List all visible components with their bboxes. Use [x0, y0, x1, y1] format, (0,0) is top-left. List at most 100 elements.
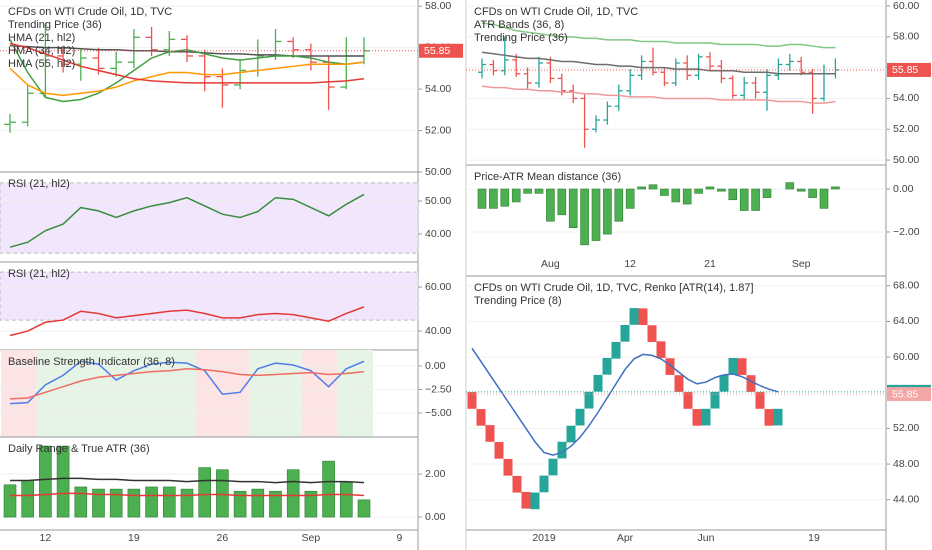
zone — [71, 350, 90, 437]
brick — [548, 458, 558, 476]
series-line — [9, 42, 365, 84]
series-line — [481, 22, 836, 49]
bar — [603, 188, 612, 235]
bar — [39, 445, 52, 518]
zone — [284, 350, 303, 437]
bar — [591, 188, 601, 241]
brick — [737, 358, 747, 375]
brick — [710, 391, 720, 409]
x-tick-label: Aug — [541, 258, 560, 270]
panel-title: CFDs on WTI Crude Oil, 1D, TVC — [474, 6, 638, 18]
brick — [566, 425, 576, 443]
zone — [231, 350, 250, 437]
y-tick-label: 0.00 — [893, 183, 914, 195]
bar — [546, 188, 555, 222]
bar — [819, 188, 829, 209]
zone — [195, 350, 214, 437]
bar — [751, 188, 760, 211]
y-tick-label: 68.00 — [893, 280, 919, 292]
bar — [92, 488, 105, 518]
bar — [3, 484, 17, 518]
zone — [1, 350, 19, 437]
brick — [530, 492, 540, 510]
bar — [322, 460, 335, 518]
series-line — [9, 44, 364, 57]
brick — [719, 374, 729, 392]
price-tag-label: 55.85 — [424, 45, 450, 57]
x-tick-label: Sep — [302, 532, 321, 544]
y-tick-label: 52.00 — [893, 123, 919, 135]
brick — [665, 358, 675, 375]
bar — [637, 186, 646, 190]
brick — [584, 391, 594, 409]
zone — [124, 350, 143, 437]
bar — [739, 188, 749, 211]
brick — [575, 408, 585, 426]
zone — [160, 350, 179, 437]
zone — [355, 350, 373, 437]
bar — [534, 188, 544, 194]
brick — [494, 442, 504, 459]
brick — [638, 308, 648, 326]
bar — [233, 490, 247, 518]
panel-title: Baseline Strength Indicator (36, 8) — [8, 356, 175, 368]
brick — [746, 375, 756, 392]
x-tick-label: 12 — [40, 532, 52, 544]
bar — [831, 186, 840, 190]
x-tick-label: 21 — [704, 258, 716, 270]
brick — [476, 409, 486, 426]
zone — [301, 350, 320, 437]
zone — [107, 350, 126, 437]
zone — [248, 350, 267, 437]
bar — [339, 482, 353, 518]
zone — [36, 350, 55, 437]
bar — [145, 486, 158, 518]
x-tick-label: Apr — [617, 532, 634, 544]
bar — [56, 445, 70, 518]
y-tick-label: 52.00 — [425, 124, 451, 136]
bar — [74, 486, 88, 518]
series-line — [9, 306, 365, 337]
zone — [178, 350, 196, 437]
x-tick-label: 2019 — [532, 532, 556, 544]
bar — [682, 188, 692, 205]
series-line — [9, 193, 365, 248]
bar — [762, 188, 772, 198]
brick — [611, 341, 621, 359]
series-line — [9, 61, 365, 97]
x-tick-label: 19 — [128, 532, 140, 544]
bar — [694, 188, 703, 194]
brick — [647, 325, 657, 342]
y-tick-label: 50.00 — [893, 154, 919, 166]
legend-entry: Trending Price (36) — [474, 32, 568, 44]
panel-title: Daily Range & True ATR (36) — [8, 443, 150, 455]
bar — [728, 188, 738, 201]
brick — [485, 425, 495, 442]
y-tick-label: 52.00 — [893, 422, 919, 434]
brick — [539, 475, 549, 493]
y-tick-label: 54.00 — [893, 92, 919, 104]
series-line — [471, 347, 779, 456]
legend-entry: HMA (34, hl2) — [8, 45, 75, 57]
panel-title: RSI (21, hl2) — [8, 268, 70, 280]
series-line — [10, 477, 365, 484]
zone — [89, 350, 108, 437]
brick — [503, 458, 513, 476]
panel-title: Price-ATR Mean distance (36) — [474, 171, 621, 183]
legend-entry: HMA (21, hl2) — [8, 32, 75, 44]
brick — [701, 408, 711, 426]
series-line — [9, 368, 365, 400]
y-tick-label: 50.00 — [425, 195, 451, 207]
y-tick-label: −2.50 — [425, 383, 452, 395]
y-tick-label: 2.00 — [425, 468, 446, 480]
panel-title: CFDs on WTI Crude Oil, 1D, TVC, Renko [A… — [474, 282, 754, 294]
x-tick-label: Jun — [698, 532, 715, 544]
y-tick-label: −2.00 — [893, 226, 920, 238]
y-tick-label: 50.00 — [425, 166, 451, 178]
y-tick-label: 0.00 — [425, 511, 446, 523]
legend-entry: Trending Price (36) — [8, 19, 102, 31]
brick — [512, 475, 522, 493]
brick — [656, 341, 666, 358]
x-tick-label: 12 — [624, 258, 636, 270]
x-tick-label: Sep — [792, 258, 811, 270]
